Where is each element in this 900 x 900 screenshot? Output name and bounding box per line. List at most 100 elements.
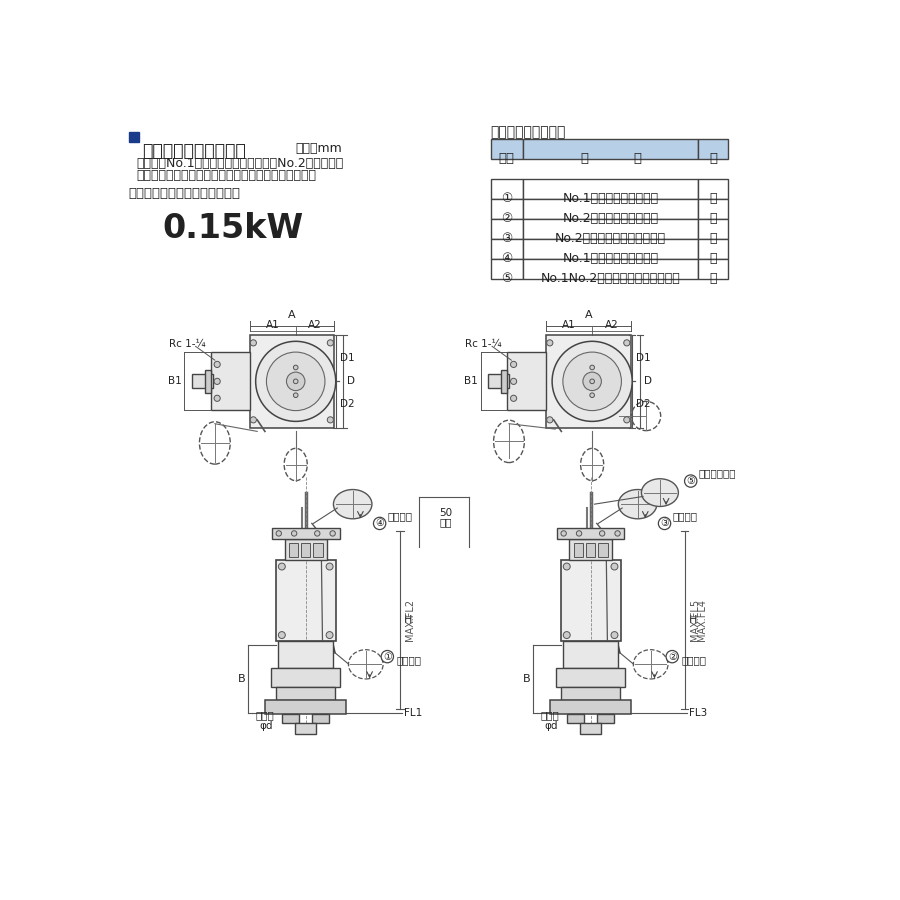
Bar bbox=[567, 714, 584, 723]
Ellipse shape bbox=[348, 650, 383, 679]
Text: MAX.FL4: MAX.FL4 bbox=[698, 599, 707, 641]
Text: 呼び径: 呼び径 bbox=[256, 710, 274, 721]
Bar bbox=[129, 132, 139, 142]
Text: 並列運転水位: 並列運転水位 bbox=[698, 468, 736, 479]
Text: A1: A1 bbox=[562, 320, 576, 329]
Text: H: H bbox=[688, 615, 697, 625]
Bar bbox=[278, 641, 333, 668]
Text: D1: D1 bbox=[339, 353, 355, 364]
Text: 自動形・自動交互形ベンド仕様: 自動形・自動交互形ベンド仕様 bbox=[129, 187, 240, 201]
Circle shape bbox=[685, 475, 697, 487]
Circle shape bbox=[590, 393, 595, 398]
Text: No.1ポンプ停止フロート: No.1ポンプ停止フロート bbox=[562, 193, 659, 205]
Bar bbox=[491, 199, 523, 219]
Text: 外形据付寸法図（例）: 外形据付寸法図（例） bbox=[141, 142, 246, 160]
Text: D2: D2 bbox=[339, 400, 355, 410]
Bar bbox=[523, 199, 698, 219]
Text: D1: D1 bbox=[636, 353, 651, 364]
Text: ③: ③ bbox=[661, 518, 669, 528]
Bar bbox=[491, 139, 523, 158]
Bar bbox=[557, 528, 625, 539]
Text: 単位：mm: 単位：mm bbox=[296, 142, 343, 155]
Circle shape bbox=[278, 563, 285, 570]
Circle shape bbox=[546, 417, 553, 423]
Circle shape bbox=[583, 372, 601, 391]
Circle shape bbox=[293, 393, 298, 398]
Ellipse shape bbox=[284, 448, 307, 481]
Bar bbox=[283, 714, 299, 723]
Bar bbox=[491, 238, 523, 259]
Bar bbox=[570, 539, 612, 561]
Text: 黄: 黄 bbox=[709, 232, 716, 246]
Bar bbox=[289, 543, 298, 556]
Text: FL3: FL3 bbox=[689, 707, 707, 718]
Circle shape bbox=[590, 379, 595, 383]
Bar bbox=[550, 699, 631, 714]
Text: 以上: 以上 bbox=[439, 518, 452, 527]
Circle shape bbox=[510, 361, 517, 367]
Circle shape bbox=[624, 340, 630, 346]
Bar bbox=[546, 335, 631, 428]
Text: No.2ポンプ停止フロート: No.2ポンプ停止フロート bbox=[562, 212, 659, 225]
Circle shape bbox=[326, 632, 333, 638]
Bar bbox=[698, 199, 728, 219]
Text: A1: A1 bbox=[266, 320, 280, 329]
Circle shape bbox=[315, 531, 320, 536]
Text: A2: A2 bbox=[308, 320, 322, 329]
Bar bbox=[698, 238, 728, 259]
Circle shape bbox=[659, 518, 670, 529]
Text: D2: D2 bbox=[636, 400, 651, 410]
Circle shape bbox=[250, 417, 256, 423]
Text: 停止水位: 停止水位 bbox=[397, 655, 421, 665]
Bar bbox=[491, 259, 523, 279]
Text: ③: ③ bbox=[501, 232, 512, 246]
Circle shape bbox=[293, 365, 298, 370]
Ellipse shape bbox=[642, 479, 679, 507]
Bar bbox=[523, 238, 698, 259]
Bar bbox=[302, 543, 310, 556]
Text: ②: ② bbox=[501, 212, 512, 225]
Text: B1: B1 bbox=[168, 376, 182, 386]
Ellipse shape bbox=[632, 401, 661, 430]
Text: φd: φd bbox=[544, 721, 558, 732]
Ellipse shape bbox=[634, 650, 668, 679]
Circle shape bbox=[286, 372, 305, 391]
Bar bbox=[313, 543, 322, 556]
Circle shape bbox=[328, 417, 333, 423]
Circle shape bbox=[562, 352, 621, 410]
Text: フロート名称・識別: フロート名称・識別 bbox=[491, 125, 566, 139]
Text: 始動水位: 始動水位 bbox=[672, 510, 698, 521]
Text: 50: 50 bbox=[439, 508, 453, 518]
Circle shape bbox=[293, 379, 298, 383]
Bar bbox=[573, 543, 583, 556]
Bar bbox=[562, 641, 618, 668]
Bar bbox=[312, 714, 329, 723]
Circle shape bbox=[266, 352, 325, 410]
Text: No.1No.2ポンプ並列運転フロート: No.1No.2ポンプ並列運転フロート bbox=[541, 273, 680, 285]
Text: ④: ④ bbox=[375, 518, 384, 528]
Bar bbox=[523, 139, 698, 158]
Text: Rc 1-¼: Rc 1-¼ bbox=[168, 338, 205, 348]
Text: D: D bbox=[644, 376, 652, 386]
Text: H: H bbox=[403, 615, 412, 625]
Bar bbox=[284, 539, 327, 561]
Circle shape bbox=[328, 340, 333, 346]
Text: ⑤: ⑤ bbox=[687, 476, 695, 486]
Ellipse shape bbox=[200, 422, 230, 464]
Bar bbox=[698, 179, 728, 199]
Circle shape bbox=[326, 563, 333, 570]
Circle shape bbox=[552, 341, 632, 421]
Text: 自動形（No.1ポンプ）と自動交互形（No.2ポンプ）を: 自動形（No.1ポンプ）と自動交互形（No.2ポンプ）を bbox=[136, 158, 344, 170]
Circle shape bbox=[615, 531, 620, 536]
Bar bbox=[272, 528, 339, 539]
Text: D: D bbox=[347, 376, 356, 386]
Text: A2: A2 bbox=[605, 320, 618, 329]
Text: B: B bbox=[238, 674, 246, 684]
Circle shape bbox=[546, 340, 553, 346]
Circle shape bbox=[561, 531, 566, 536]
Bar bbox=[276, 688, 335, 699]
Bar bbox=[508, 353, 546, 410]
Text: 0.15kW: 0.15kW bbox=[163, 212, 303, 245]
Bar bbox=[491, 179, 523, 199]
Circle shape bbox=[292, 531, 297, 536]
